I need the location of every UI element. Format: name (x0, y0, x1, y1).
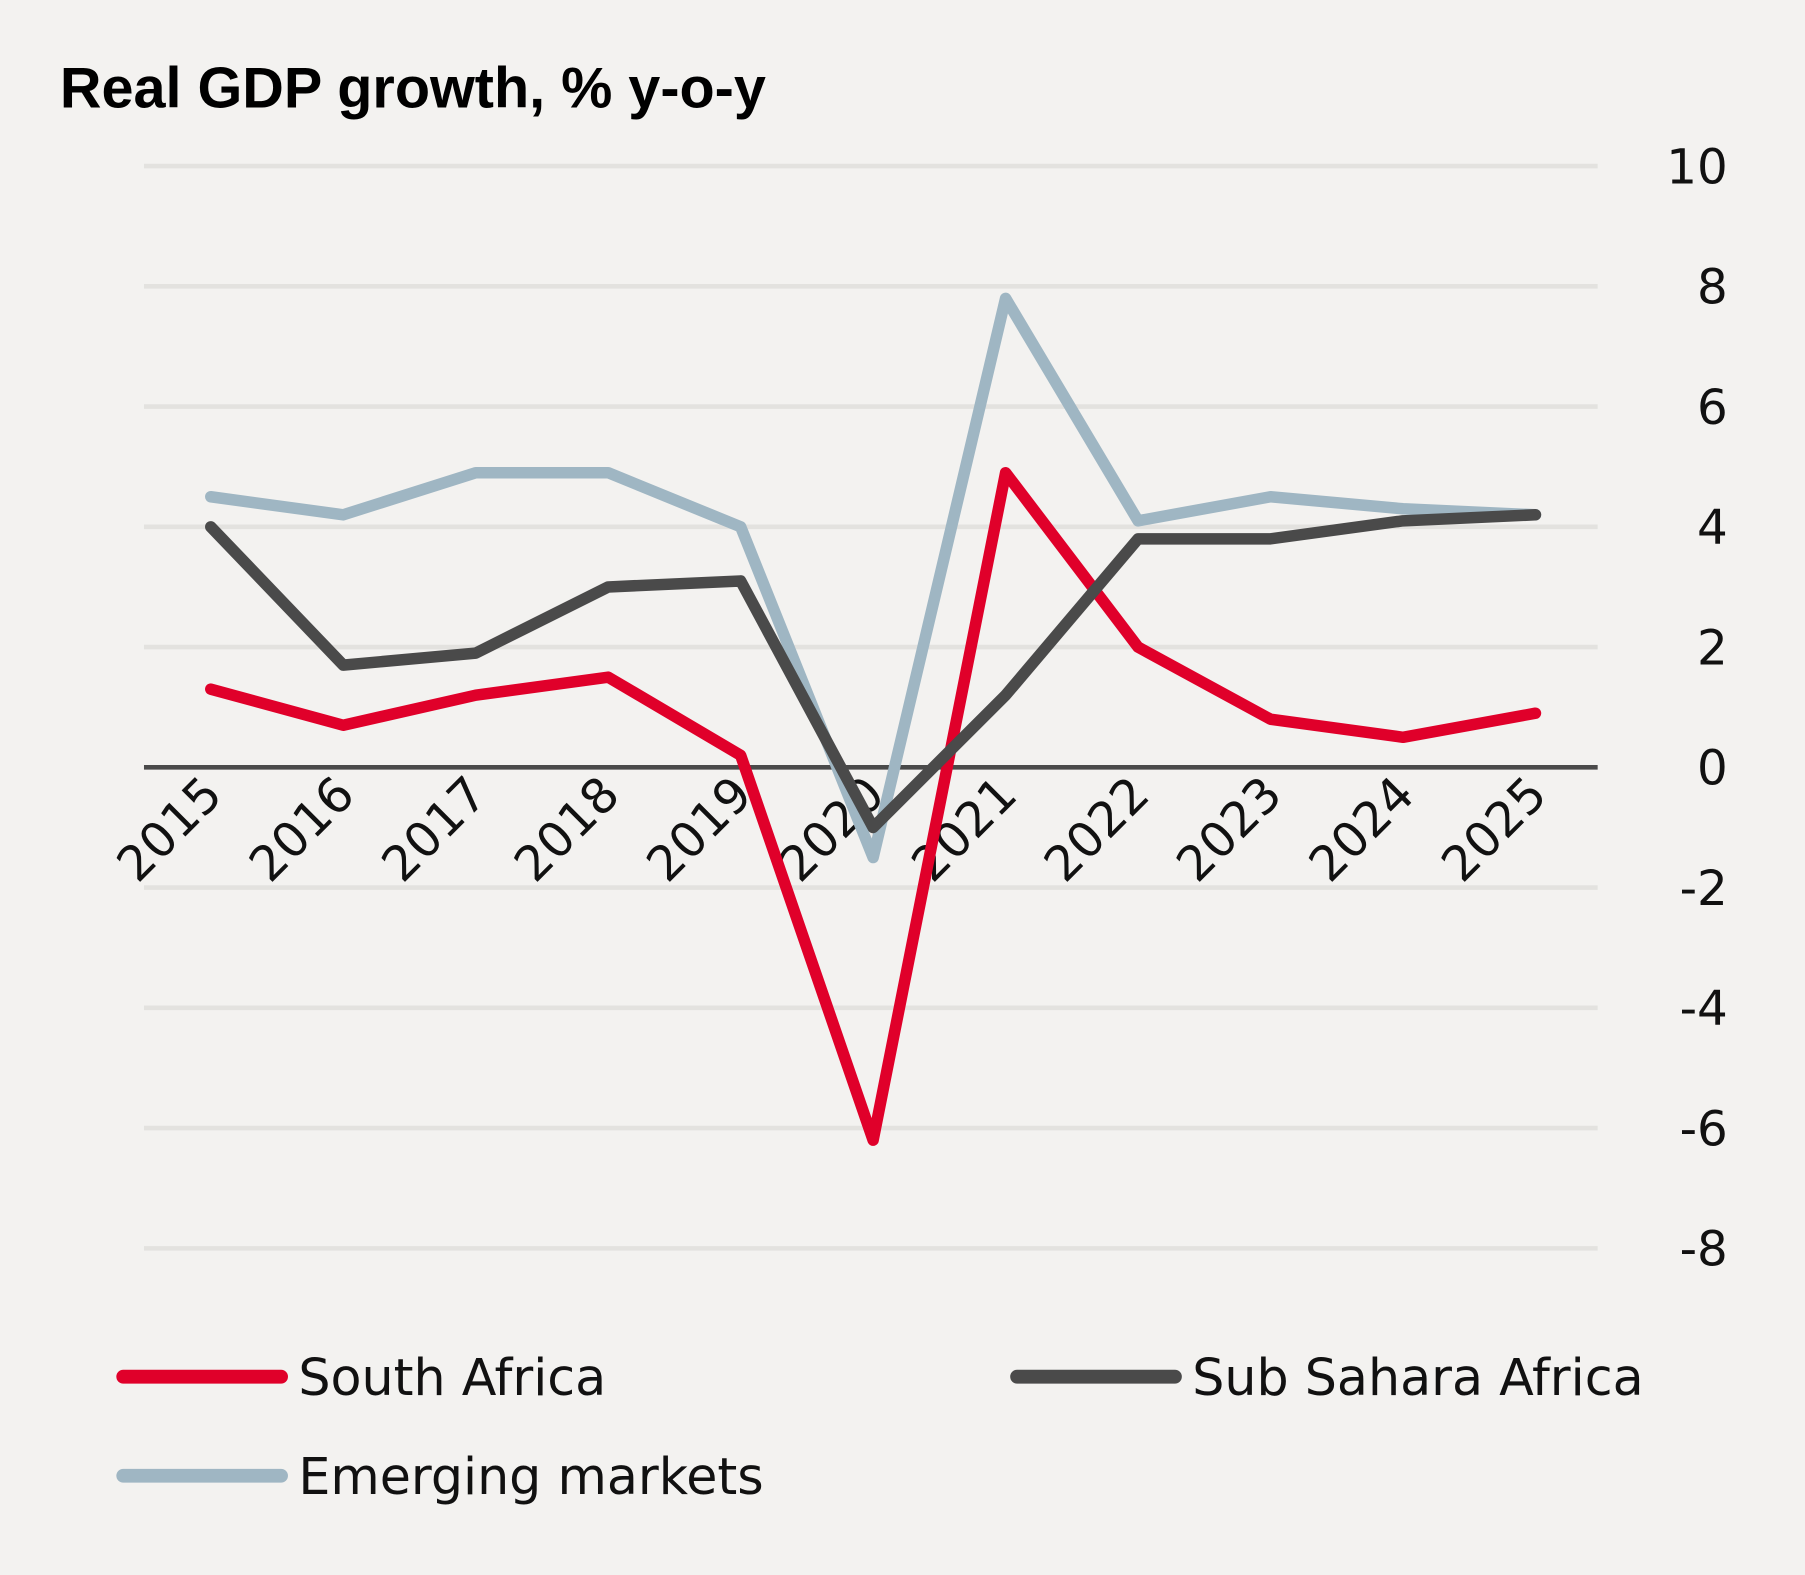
y-tick-label: 4 (1697, 500, 1728, 556)
y-tick-label: 6 (1697, 380, 1728, 436)
y-tick-label: 8 (1697, 260, 1728, 316)
y-tick-label: -8 (1680, 1222, 1728, 1278)
y-tick-label: -6 (1680, 1101, 1728, 1157)
y-tick-label: 2 (1697, 620, 1728, 676)
legend-label: South Africa (298, 1348, 606, 1407)
series-line-south-africa (205, 466, 1542, 1146)
legend-label: Sub Sahara Africa (1192, 1348, 1643, 1407)
chart-title: Real GDP growth, % y-o-y (60, 56, 766, 120)
series-line-emerging-markets (205, 292, 1542, 864)
y-tick-label: -4 (1680, 981, 1728, 1037)
y-tick-label: -2 (1680, 861, 1728, 917)
legend-label: Emerging markets (298, 1447, 763, 1506)
y-tick-label: 0 (1697, 741, 1728, 797)
series-line-sub-sahara-africa (205, 509, 1542, 834)
y-tick-label: 10 (1666, 139, 1728, 195)
